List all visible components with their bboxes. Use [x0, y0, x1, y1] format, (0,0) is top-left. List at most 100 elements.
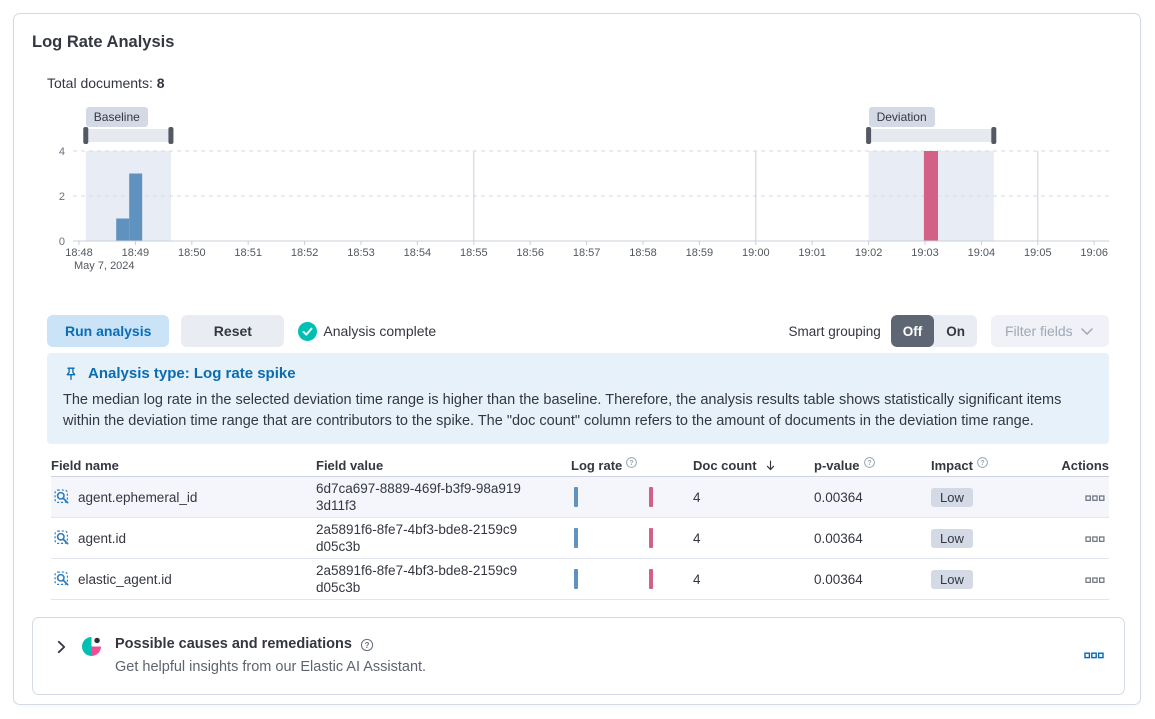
svg-text:18:59: 18:59	[686, 247, 714, 259]
info-icon[interactable]: ?	[976, 456, 989, 469]
baseline-badge: Baseline	[85, 107, 148, 127]
col-log-rate[interactable]: Log rate?	[571, 456, 693, 473]
analysis-type-callout: Analysis type: Log rate spike The median…	[47, 353, 1109, 444]
row-actions-icon[interactable]	[1085, 535, 1105, 543]
svg-text:19:06: 19:06	[1080, 247, 1108, 259]
col-field-name: Field name	[51, 457, 119, 473]
log-rate-analysis-panel: Log Rate Analysis Total documents: 8 18:…	[13, 13, 1141, 705]
table-header: Field name Field value Log rate? Doc cou…	[51, 454, 1109, 477]
p-value: 0.00364	[814, 571, 863, 587]
baseline-minibar	[574, 487, 578, 507]
table-row: agent.id 2a5891f6-8fe7-4bf3-bde8-2159c9d…	[51, 518, 1109, 559]
impact-badge: Low	[931, 487, 973, 507]
callout-body: The median log rate in the selected devi…	[63, 392, 1062, 429]
svg-text:18:58: 18:58	[629, 247, 657, 259]
info-icon[interactable]: ?	[625, 456, 638, 469]
row-actions-icon[interactable]	[1085, 494, 1105, 502]
total-documents: Total documents: 8	[47, 75, 165, 91]
info-icon[interactable]: ?	[863, 456, 876, 469]
svg-text:?: ?	[630, 459, 634, 466]
chart-svg: 18:48 18:49 18:50 18:51 18:52 18:53 18:54 18:55…	[59, 127, 1109, 272]
sort-desc-icon[interactable]	[764, 459, 777, 472]
table-row: elastic_agent.id 2a5891f6-8fe7-4bf3-bde8…	[51, 559, 1109, 600]
baseline-brush[interactable]	[85, 129, 171, 142]
reset-button[interactable]: Reset	[181, 315, 285, 347]
smart-grouping-off-button[interactable]: Off	[890, 315, 935, 347]
svg-text:18:52: 18:52	[291, 247, 319, 259]
results-table: Field name Field value Log rate? Doc cou…	[51, 454, 1109, 600]
deviation-brush[interactable]	[868, 129, 994, 142]
chevron-right-icon[interactable]	[57, 640, 66, 654]
analysis-status-label: Analysis complete	[323, 323, 437, 339]
table-row: agent.ephemeral_id 6d7ca697-8889-469f-b3…	[51, 477, 1109, 518]
p-value: 0.00364	[814, 530, 863, 546]
deviation-brush-left-handle[interactable]	[866, 127, 872, 144]
svg-text:19:01: 19:01	[798, 247, 826, 259]
pin-icon	[66, 367, 76, 381]
chevron-down-icon	[1080, 327, 1093, 335]
filter-for-value-icon[interactable]	[54, 488, 71, 506]
svg-text:18:50: 18:50	[178, 247, 206, 259]
svg-text:?: ?	[980, 459, 984, 466]
deviation-brush-right-handle[interactable]	[991, 127, 997, 144]
svg-text:19:02: 19:02	[855, 247, 883, 259]
field-value: 6d7ca697-8889-469f-b3f9-98a9193d11f3	[316, 481, 521, 513]
svg-text:18:48: 18:48	[65, 247, 93, 259]
svg-text:4: 4	[59, 146, 65, 158]
field-value: 2a5891f6-8fe7-4bf3-bde8-2159c9d05c3b	[316, 563, 518, 595]
svg-text:18:51: 18:51	[234, 247, 262, 259]
col-p-value[interactable]: p-value?	[814, 456, 931, 473]
doc-count: 4	[693, 530, 701, 546]
causes-subtitle: Get helpful insights from our Elastic AI…	[115, 659, 427, 675]
smart-grouping-label: Smart grouping	[788, 323, 881, 339]
col-field-value: Field value	[316, 457, 384, 473]
svg-text:?: ?	[867, 459, 871, 466]
svg-text:18:49: 18:49	[122, 247, 150, 259]
svg-text:19:00: 19:00	[742, 247, 770, 259]
document-count-chart: 18:48 18:49 18:50 18:51 18:52 18:53 18:54 18:55…	[47, 101, 1109, 273]
causes-actions-icon[interactable]	[1084, 647, 1104, 665]
row-actions-icon[interactable]	[1085, 576, 1105, 584]
svg-text:May 7, 2024: May 7, 2024	[74, 260, 135, 272]
deviation-badge: Deviation	[868, 107, 935, 127]
run-analysis-button[interactable]: Run analysis	[47, 315, 170, 347]
impact-badge: Low	[931, 569, 973, 589]
svg-text:18:54: 18:54	[404, 247, 432, 259]
svg-text:19:03: 19:03	[911, 247, 939, 259]
svg-text:2: 2	[59, 191, 65, 203]
col-actions: Actions	[1061, 457, 1109, 473]
svg-text:0: 0	[59, 236, 65, 248]
baseline-brush-left-handle[interactable]	[83, 127, 89, 144]
possible-causes-panel[interactable]: Possible causes and remediations ? Get h…	[32, 617, 1125, 695]
elastic-ai-assistant-icon	[82, 637, 101, 661]
controls-row: Run analysis Reset Analysis complete Sma…	[47, 315, 1109, 347]
impact-badge: Low	[931, 528, 973, 548]
filter-fields-button[interactable]: Filter fields	[991, 315, 1109, 347]
callout-title: Analysis type: Log rate spike	[88, 365, 296, 382]
deviation-minibar	[649, 487, 653, 507]
doc-count: 4	[693, 489, 701, 505]
baseline-minibar	[574, 569, 578, 589]
smart-grouping-on-button[interactable]: On	[946, 323, 965, 339]
svg-text:?: ?	[365, 640, 370, 649]
check-circle-icon	[298, 321, 318, 341]
doc-count: 4	[693, 571, 701, 587]
svg-text:18:57: 18:57	[573, 247, 601, 259]
p-value: 0.00364	[814, 489, 863, 505]
deviation-minibar	[649, 528, 653, 548]
svg-text:19:05: 19:05	[1024, 247, 1052, 259]
baseline-brush-right-handle[interactable]	[168, 127, 174, 144]
field-name: agent.ephemeral_id	[78, 489, 198, 505]
deviation-minibar	[649, 569, 653, 589]
help-icon[interactable]: ?	[360, 638, 374, 652]
page-title: Log Rate Analysis	[32, 33, 175, 51]
causes-title: Possible causes and remediations	[115, 636, 352, 652]
filter-for-value-icon[interactable]	[54, 570, 71, 588]
log-rate-minichart	[571, 527, 693, 549]
filter-for-value-icon[interactable]	[54, 529, 71, 547]
field-value: 2a5891f6-8fe7-4bf3-bde8-2159c9d05c3b	[316, 522, 518, 554]
svg-text:18:53: 18:53	[347, 247, 375, 259]
col-doc-count[interactable]: Doc count	[693, 458, 814, 473]
baseline-minibar	[574, 528, 578, 548]
col-impact[interactable]: Impact?	[931, 456, 1061, 473]
